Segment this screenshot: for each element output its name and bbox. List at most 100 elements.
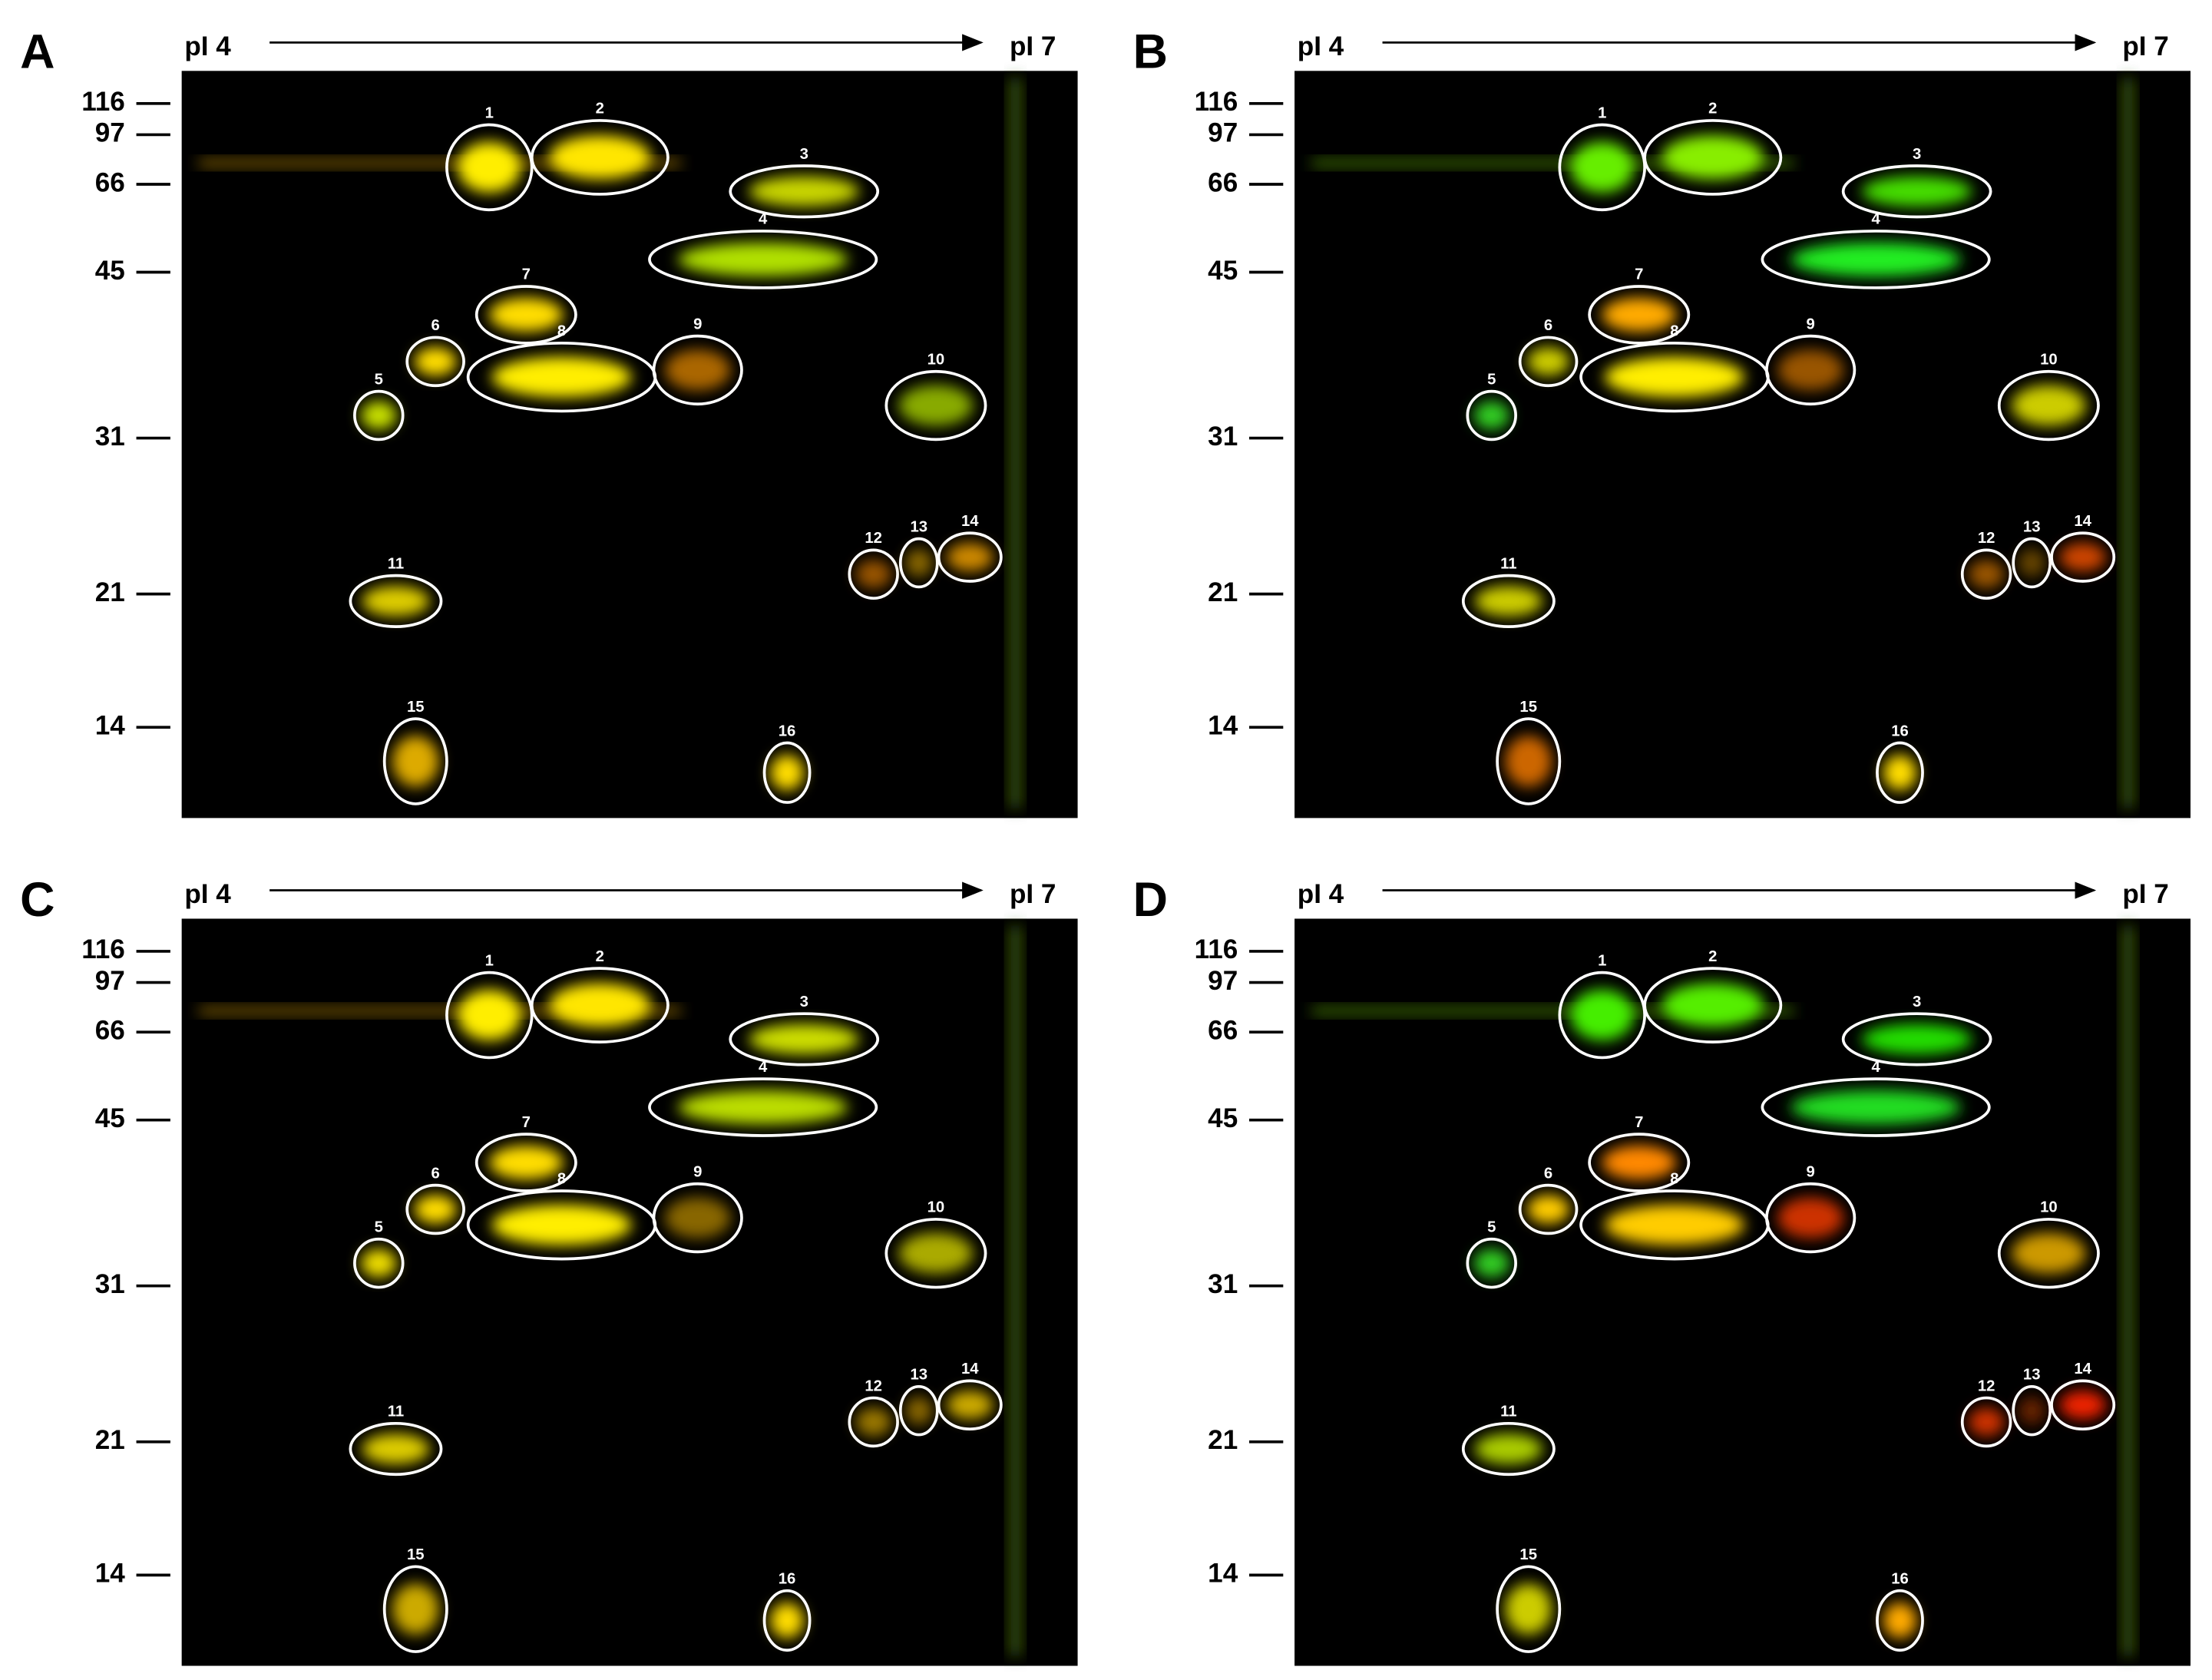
protein-spot xyxy=(2011,1232,2086,1274)
spot-circle xyxy=(382,717,448,805)
spot-number: 13 xyxy=(910,518,927,535)
protein-spot xyxy=(1968,559,2005,589)
spot-circle xyxy=(530,967,670,1043)
mw-label: 14 xyxy=(1208,710,1238,740)
gel-lane xyxy=(1009,78,1021,809)
protein-spot xyxy=(946,1390,994,1420)
mw-label: 66 xyxy=(1208,1015,1238,1045)
gel xyxy=(1294,918,2191,1666)
mw-label: 14 xyxy=(95,710,126,740)
mw-label: 31 xyxy=(1208,1269,1238,1299)
protein-spot xyxy=(1474,1434,1543,1464)
spot-number: 15 xyxy=(407,1546,425,1563)
spot-circle xyxy=(729,1012,880,1067)
spot-circle xyxy=(1466,389,1517,441)
spot-circle xyxy=(353,1237,405,1289)
spot-circle xyxy=(848,548,899,600)
mw-label: 116 xyxy=(1195,934,1238,964)
mw-label: 14 xyxy=(1208,1559,1238,1589)
mw-label: 66 xyxy=(95,167,125,197)
spot-number: 11 xyxy=(1500,1404,1516,1420)
spot-number: 5 xyxy=(1487,371,1496,388)
spot-number: 13 xyxy=(2023,1367,2041,1384)
spot-number: 9 xyxy=(1807,1164,1815,1181)
spot-number: 10 xyxy=(927,1199,945,1216)
spot-number: 5 xyxy=(1487,1219,1496,1236)
spot-number: 4 xyxy=(759,211,768,228)
spot-circle xyxy=(353,389,405,441)
protein-spot xyxy=(491,1204,632,1245)
protein-spot xyxy=(1861,1024,1972,1055)
protein-spot xyxy=(1790,1090,1961,1125)
protein-spot xyxy=(664,349,731,391)
gel-streak xyxy=(198,1006,681,1016)
spot-number: 11 xyxy=(388,555,404,572)
spot-circle xyxy=(762,1589,812,1652)
spot-circle xyxy=(1643,119,1783,196)
protein-spot xyxy=(1602,1145,1677,1180)
mw-label: 45 xyxy=(1208,1103,1238,1133)
protein-spot xyxy=(664,1197,731,1239)
spot-circle xyxy=(1496,1565,1562,1653)
protein-spot xyxy=(1505,736,1552,787)
mw-label: 21 xyxy=(95,577,125,607)
spot-number: 6 xyxy=(431,317,439,334)
protein-spot xyxy=(548,135,651,180)
mw-label: 116 xyxy=(81,934,125,964)
protein-spot xyxy=(1526,347,1570,376)
spot-circle xyxy=(884,1218,987,1289)
protein-spot xyxy=(491,356,632,398)
spot-circle xyxy=(884,369,987,441)
pi-end: pI 7 xyxy=(1010,879,1056,909)
spot-number: 8 xyxy=(1670,1171,1678,1188)
spot-number: 6 xyxy=(431,1165,439,1182)
spot-number: 3 xyxy=(800,994,808,1010)
protein-spot xyxy=(1526,1195,1570,1224)
mw-label: 45 xyxy=(1208,256,1238,286)
spot-number: 8 xyxy=(1670,323,1678,340)
spot-circle xyxy=(937,531,1003,583)
spot-circle xyxy=(1558,971,1646,1060)
spot-number: 14 xyxy=(961,1361,979,1377)
pi-end: pI 7 xyxy=(1010,31,1056,61)
spot-circle xyxy=(2012,537,2052,589)
mw-label: 97 xyxy=(95,966,125,996)
protein-spot xyxy=(1790,242,1961,277)
mw-label: 14 xyxy=(95,1559,126,1589)
mw-label: 21 xyxy=(95,1425,125,1455)
protein-spot xyxy=(457,989,521,1041)
spot-number: 7 xyxy=(1635,1114,1643,1131)
spot-circle xyxy=(2050,531,2116,583)
protein-spot xyxy=(362,1434,430,1464)
protein-spot xyxy=(1861,176,1972,207)
protein-spot xyxy=(1570,141,1635,193)
protein-spot xyxy=(1604,356,1745,398)
protein-spot xyxy=(1777,1197,1844,1239)
spot-circle xyxy=(530,119,670,196)
protein-spot xyxy=(2059,1390,2107,1420)
spot-circle xyxy=(652,334,743,406)
gel xyxy=(181,71,1078,819)
protein-spot xyxy=(1473,1248,1510,1278)
protein-spot xyxy=(946,542,994,572)
spot-number: 11 xyxy=(1500,555,1516,572)
spot-number: 12 xyxy=(865,1377,882,1394)
gel xyxy=(1294,71,2191,819)
protein-spot xyxy=(898,385,974,426)
mw-label: 116 xyxy=(81,87,125,117)
mw-label: 31 xyxy=(95,1269,125,1299)
spot-circle xyxy=(937,1379,1003,1431)
protein-spot xyxy=(488,1145,564,1180)
spot-number: 14 xyxy=(2074,1361,2091,1377)
spot-number: 16 xyxy=(779,1570,796,1587)
spot-number: 12 xyxy=(1978,1377,1995,1394)
protein-spot xyxy=(904,548,933,577)
protein-spot xyxy=(362,585,430,617)
spot-number: 12 xyxy=(865,530,882,547)
spot-number: 1 xyxy=(1598,952,1606,969)
protein-spot xyxy=(855,1407,892,1437)
spot-number: 7 xyxy=(1635,266,1643,283)
protein-spot xyxy=(677,242,848,277)
